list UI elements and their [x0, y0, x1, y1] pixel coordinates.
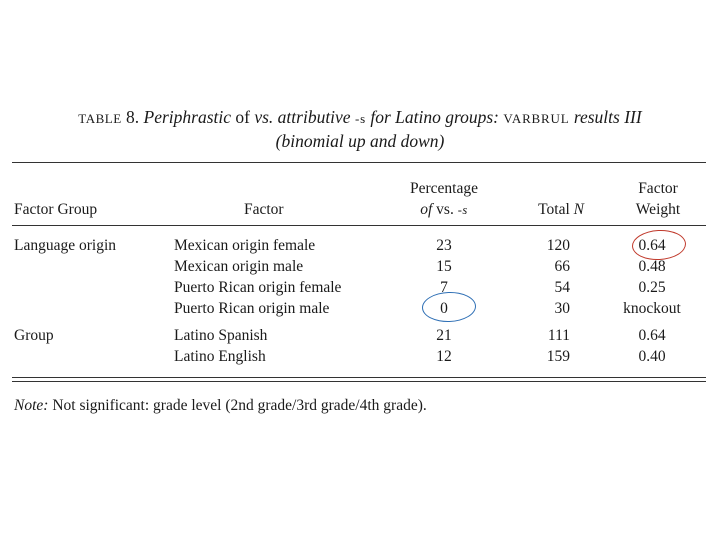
row-total: 120	[546, 237, 570, 254]
header-percentage-s: -s	[457, 203, 468, 217]
header-weight-line2: Weight	[635, 201, 681, 218]
caption-title-d: -s	[354, 111, 366, 126]
row-total: 111	[547, 327, 570, 344]
row-percentage: 23	[436, 237, 452, 254]
header-factor-group: Factor Group	[14, 201, 98, 218]
caption-title-a: Periphrastic	[143, 107, 232, 127]
header-total-label: Total	[538, 201, 574, 218]
table-bottom-rule-second	[12, 381, 706, 382]
table-header-rule	[12, 225, 706, 226]
row-weight: 0.64	[638, 237, 666, 254]
row-percentage: 21	[436, 327, 452, 344]
row-total: 30	[554, 300, 571, 317]
caption-line-1: TABLE 8. Periphrastic of vs. attributive…	[0, 106, 720, 130]
caption-title-e: for Latino groups:	[365, 107, 504, 127]
table-label-number: 8.	[126, 107, 140, 127]
row-total: 66	[554, 258, 571, 275]
row-weight: 0.64	[638, 327, 666, 344]
header-weight-line1: Factor	[638, 180, 678, 197]
header-factor: Factor	[244, 201, 284, 218]
row-percentage: 15	[436, 258, 452, 275]
header-total-n-italic: N	[573, 201, 584, 218]
row-weight: 0.40	[638, 348, 666, 365]
table-bottom-rule	[12, 377, 706, 378]
table-note: Note: Not significant: grade level (2nd …	[14, 397, 427, 415]
caption-line-2: (binomial up and down)	[275, 131, 445, 151]
header-percentage-vs: vs.	[432, 201, 458, 218]
caption-title-f: varbrul	[503, 111, 570, 126]
header-percentage-of: of	[420, 201, 433, 218]
table-top-rule	[12, 162, 706, 163]
blue-circle-annotation	[421, 291, 477, 323]
row-group-label: Group	[14, 327, 54, 344]
row-factor: Mexican origin male	[174, 258, 304, 275]
row-percentage: 7	[440, 279, 448, 296]
table-label-prefix: TABLE	[78, 111, 122, 126]
row-factor: Puerto Rican origin female	[174, 279, 342, 296]
row-factor: Mexican origin female	[174, 237, 316, 254]
row-total: 54	[554, 279, 571, 296]
row-factor: Latino English	[174, 348, 266, 365]
row-percentage: 12	[436, 348, 452, 365]
note-text: Not significant: grade level (2nd grade/…	[48, 397, 427, 414]
row-weight: knockout	[623, 300, 681, 317]
row-weight: 0.25	[638, 279, 666, 296]
caption-title-b: of	[231, 107, 255, 127]
header-percentage-line2: of vs. -s	[396, 201, 492, 219]
row-weight: 0.48	[638, 258, 666, 275]
row-percentage: 0	[440, 300, 448, 317]
caption-title-c: vs. attributive	[254, 107, 355, 127]
row-factor: Puerto Rican origin male	[174, 300, 330, 317]
note-label: Note:	[14, 397, 49, 414]
row-total: 159	[546, 348, 570, 365]
row-group-label: Language origin	[14, 237, 117, 254]
caption-title-g: results III	[569, 107, 642, 127]
red-circle-annotation	[631, 228, 687, 262]
table-caption: TABLE 8. Periphrastic of vs. attributive…	[0, 106, 720, 152]
row-factor: Latino Spanish	[174, 327, 268, 344]
header-total-n: Total N	[500, 201, 584, 219]
header-percentage-line1: Percentage	[410, 180, 478, 197]
